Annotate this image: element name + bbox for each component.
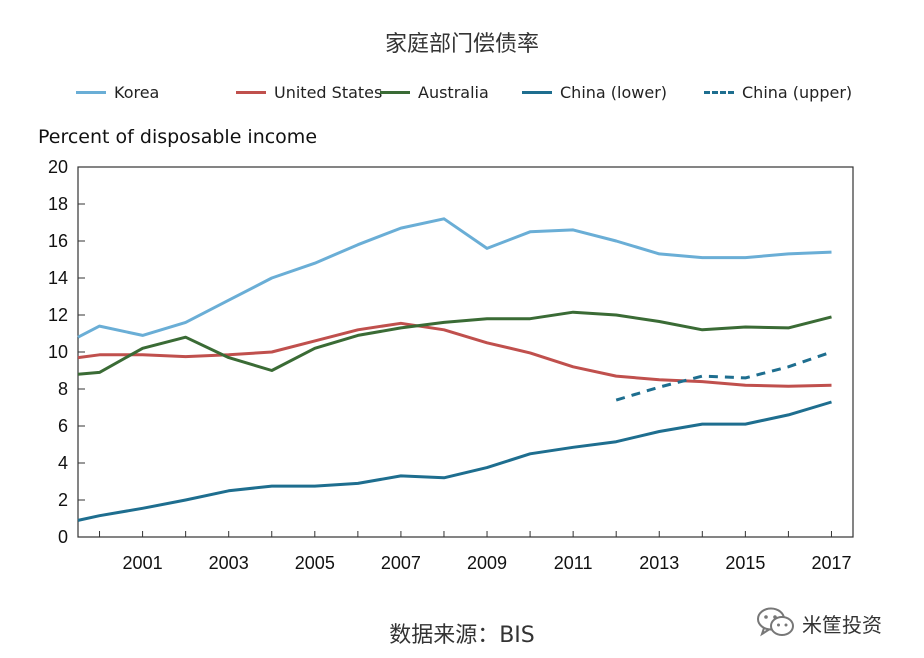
series-line-korea [77, 217, 832, 339]
y-tick-label-18: 18 [48, 194, 68, 214]
x-tick-label-2017: 2017 [811, 553, 851, 573]
legend-item-china-upper: China (upper) [704, 80, 852, 104]
y-tick-label-4: 4 [58, 453, 68, 473]
source-note: 数据来源：BIS [389, 623, 535, 648]
y-tick-label-6: 6 [58, 416, 68, 436]
legend-label-china-lower: China (lower) [560, 82, 668, 102]
legend-label-korea: Korea [114, 82, 160, 102]
series-line-china-upper [615, 350, 832, 402]
series-line-china-lower [77, 400, 832, 522]
chart-title: 家庭部门偿债率 [384, 32, 539, 57]
x-tick-label-2001: 2001 [123, 553, 163, 573]
legend-label-united-states: United States [274, 82, 383, 102]
y-tick-label-16: 16 [48, 231, 68, 251]
legend-swatch-china-lower [522, 90, 552, 94]
x-tick-label-2011: 2011 [554, 553, 593, 573]
x-tick-label-2007: 2007 [381, 553, 421, 573]
legend-swatch-korea [76, 90, 106, 94]
plot-frame [77, 166, 854, 538]
x-tick-label-2005: 2005 [295, 553, 335, 573]
y-tick-label-2: 2 [58, 490, 68, 510]
y-tick-label-8: 8 [58, 379, 68, 399]
legend-item-australia: Australia [380, 80, 489, 104]
legend-item-china-lower: China (lower) [522, 80, 667, 104]
series-line-australia [77, 310, 832, 376]
y-tick-label-10: 10 [48, 342, 68, 362]
y-tick-label-12: 12 [48, 305, 68, 325]
brand-name: 米筐投资 [802, 612, 882, 637]
legend-label-australia: Australia [418, 82, 489, 102]
y-axis-title: Percent of disposable income [38, 126, 318, 148]
y-tick-label-20: 20 [48, 157, 68, 177]
legend-swatch-united-states [236, 90, 266, 94]
x-tick-label-2003: 2003 [209, 553, 249, 573]
legend-swatch-china-upper [704, 90, 734, 94]
legend-swatch-australia [380, 90, 410, 94]
legend-label-china-upper: China (upper) [742, 82, 853, 102]
legend-item-united-states: United States [236, 80, 382, 104]
legend-item-korea: Korea [76, 80, 159, 104]
wechat-icon [757, 607, 794, 637]
x-tick-label-2009: 2009 [467, 553, 507, 573]
y-tick-label-14: 14 [48, 268, 68, 288]
y-tick-label-0: 0 [58, 527, 68, 547]
x-tick-label-2013: 2013 [639, 553, 679, 573]
x-tick-label-2015: 2015 [725, 553, 765, 573]
series-line-united-states [77, 321, 832, 388]
brand-watermark: 米筐投资 [756, 605, 882, 641]
